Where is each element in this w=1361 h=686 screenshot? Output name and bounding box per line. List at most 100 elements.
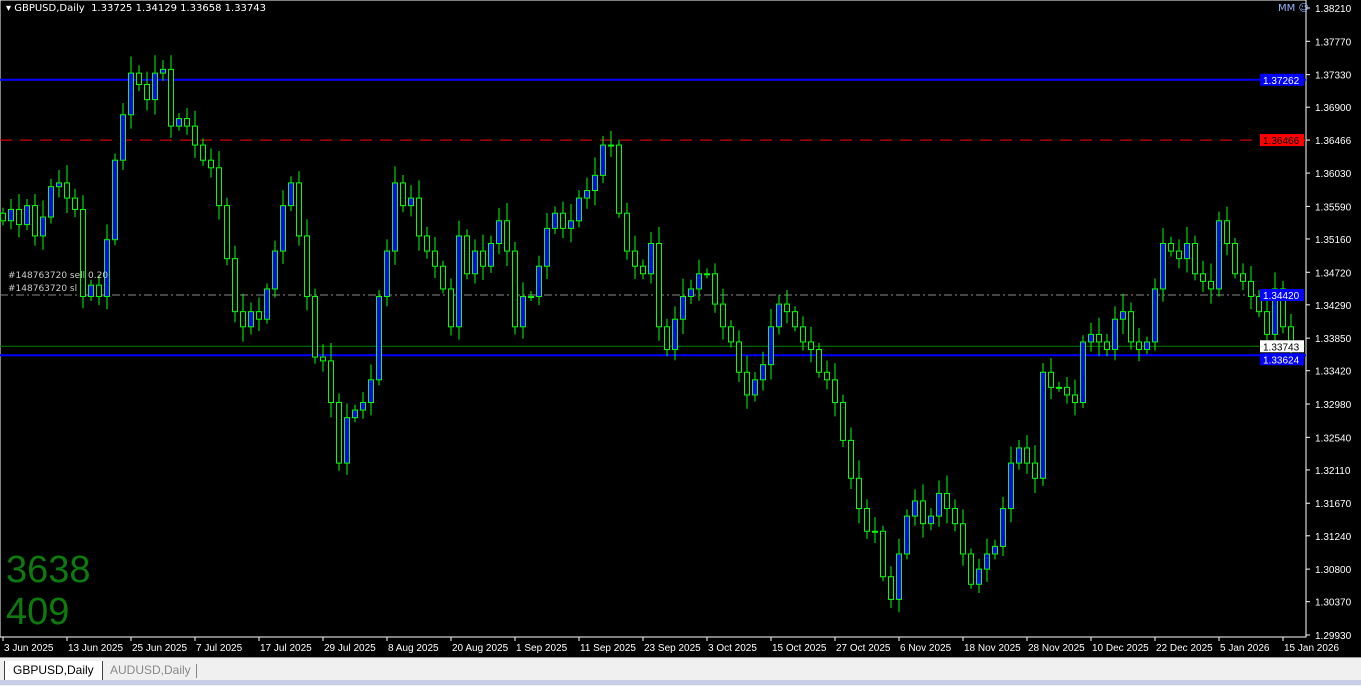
candle-bear: [1128, 311, 1134, 343]
candle-bear: [240, 311, 246, 328]
candle-bear: [512, 250, 518, 328]
candle-bull: [704, 273, 710, 276]
candle-bear: [144, 83, 150, 101]
candle-bull: [976, 568, 982, 585]
candle-bear: [856, 477, 862, 510]
candle-bear: [1208, 280, 1214, 290]
candle-bull: [152, 72, 158, 101]
candle-bull: [1040, 371, 1046, 479]
candle-bear: [560, 212, 566, 229]
y-tick-label: 1.33420: [1315, 367, 1352, 378]
candle-bull: [1000, 508, 1006, 547]
candle-bull: [1112, 318, 1118, 351]
candle-bear: [432, 250, 438, 267]
candle-bear: [712, 273, 718, 305]
x-tick-label: 25 Jun 2025: [132, 643, 187, 654]
candle-bull: [248, 311, 254, 328]
y-tick-label: 1.32110: [1315, 466, 1351, 477]
candle-bull: [768, 326, 774, 366]
candle-bull: [24, 205, 30, 226]
candle-bear: [464, 235, 470, 275]
candle-bull: [1216, 220, 1222, 290]
x-tick-label: 3 Oct 2025: [708, 643, 757, 654]
candle-bull: [488, 243, 494, 267]
y-tick-label: 1.37770: [1315, 37, 1352, 48]
candle-bear: [96, 284, 102, 298]
candle-bull: [1272, 288, 1278, 335]
candle-bull: [344, 417, 350, 464]
candle-bear: [1192, 243, 1198, 275]
x-tick-label: 13 Jun 2025: [68, 643, 123, 654]
candle-bear: [448, 288, 454, 328]
candle-bull: [176, 118, 182, 127]
candle-bear: [312, 296, 318, 358]
tab-audusd[interactable]: AUDUSD,Daily: [110, 663, 191, 677]
candle-bull: [672, 318, 678, 351]
candle-bull: [352, 409, 358, 419]
candle-bear: [1024, 447, 1030, 464]
candle-bull: [384, 250, 390, 298]
candle-bear: [296, 182, 302, 237]
candle-bear: [616, 144, 622, 214]
x-tick-label: 5 Jan 2026: [1220, 643, 1270, 654]
candle-bull: [568, 220, 574, 229]
candle-bear: [784, 303, 790, 313]
x-tick-label: 6 Nov 2025: [900, 643, 952, 654]
candle-bull: [1120, 311, 1126, 320]
candle-bear: [200, 144, 206, 161]
price-chart[interactable]: 1.38210 1.37770 1.37330 1.36900 1.36466 1.360…: [0, 0, 1361, 657]
tab-gbpusd[interactable]: GBPUSD,Daily: [4, 661, 103, 681]
candle-bear: [32, 205, 38, 237]
candle-bear: [192, 125, 198, 146]
plot-frame: [0, 0, 1307, 638]
candle-bull: [688, 288, 694, 298]
candle-bear: [480, 250, 486, 267]
x-tick-label: 7 Jul 2025: [196, 643, 243, 654]
candle-bear: [1032, 462, 1038, 479]
candle-bull: [1008, 462, 1014, 510]
candle-bull: [360, 402, 366, 411]
candle-bull: [680, 296, 686, 320]
candle-bear: [1072, 394, 1078, 404]
candle-bull: [48, 186, 54, 218]
candle-bear: [0, 212, 6, 222]
y-tick-label: 1.32980: [1315, 400, 1352, 411]
x-tick-label: 23 Sep 2025: [644, 643, 701, 654]
candle-bear: [888, 576, 894, 600]
candle-bear: [880, 530, 886, 578]
x-tick-label: 1 Sep 2025: [516, 643, 568, 654]
candle-bear: [824, 371, 830, 381]
candle-bear: [664, 326, 670, 351]
candle-bear: [848, 439, 854, 479]
candle-bear: [336, 402, 342, 464]
candle-bear: [64, 182, 70, 199]
candle-bull: [1184, 243, 1190, 260]
candle-bear: [736, 341, 742, 373]
status-strip: [0, 680, 1361, 685]
candle-bear: [216, 167, 222, 207]
y-tick-label: 1.36030: [1315, 169, 1352, 180]
candle-bear: [1200, 273, 1206, 282]
x-tick-label: 18 Nov 2025: [964, 643, 1021, 654]
candle-bull: [544, 227, 550, 267]
price-level-tag: [1260, 73, 1304, 86]
candle-bear: [1240, 273, 1246, 282]
symbol-label: GBPUSD,Daily: [14, 3, 85, 14]
price-level-label: 1.33624: [1263, 355, 1300, 366]
candle-bull: [592, 174, 598, 191]
candle-bear: [632, 250, 638, 267]
candle-bull: [288, 182, 294, 207]
y-tick-label: 1.36900: [1315, 103, 1352, 114]
candle-bear: [968, 553, 974, 585]
candle-bull: [776, 303, 782, 328]
candle-bear: [424, 235, 430, 252]
candle-bear: [1248, 280, 1254, 298]
candle-bear: [320, 356, 326, 362]
candle-bull: [368, 379, 374, 404]
candle-bull: [160, 68, 166, 74]
candle-bear: [1064, 386, 1070, 396]
candle-bear: [864, 508, 870, 532]
candle-bull: [264, 288, 270, 320]
candle-bear: [952, 508, 958, 525]
candle-bull: [536, 265, 542, 298]
